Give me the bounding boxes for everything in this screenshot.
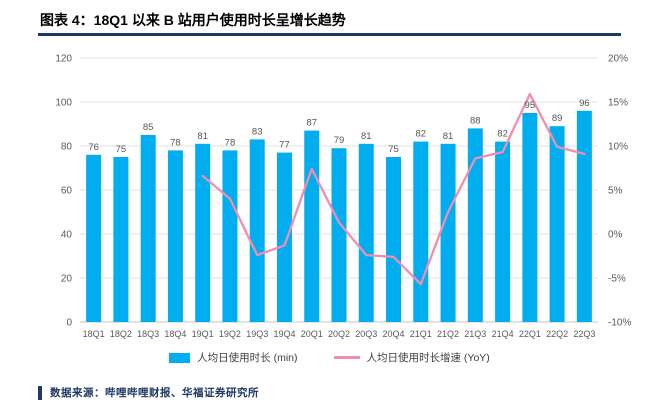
left-axis-tick: 80: [61, 142, 73, 153]
left-axis-tick: 100: [55, 98, 72, 109]
x-axis-label: 18Q2: [110, 329, 132, 339]
yoy-line: [201, 92, 586, 286]
bar-18Q3: [140, 135, 156, 322]
bar-value-label: 75: [388, 144, 399, 155]
bar-value-label: 76: [88, 142, 99, 153]
legend-item-line: 人均日使用时长增速 (YoY): [333, 350, 490, 365]
x-axis-label: 21Q4: [492, 329, 514, 339]
left-axis-tick: 20: [61, 274, 73, 285]
bar-20Q3: [358, 143, 374, 322]
right-axis-tick: 20%: [608, 54, 628, 65]
x-axis-label: 18Q3: [137, 329, 159, 339]
bar-22Q3: [576, 110, 592, 322]
bar-21Q4: [495, 141, 511, 322]
source-accent-bar: [38, 385, 42, 400]
x-axis-label: 21Q3: [464, 329, 486, 339]
x-axis-label: 20Q3: [355, 329, 377, 339]
x-axis-label: 19Q3: [246, 329, 268, 339]
bar-value-label: 79: [334, 135, 345, 146]
left-axis-tick: 40: [61, 230, 73, 241]
bar-value-label: 83: [252, 126, 263, 137]
bar-value-label: 87: [306, 118, 317, 129]
bar-value-label: 81: [197, 131, 208, 142]
bar-value-label: 96: [579, 98, 590, 109]
bar-20Q2: [331, 148, 347, 322]
legend-bar-swatch: [169, 352, 191, 363]
right-axis-tick: 15%: [608, 98, 628, 109]
chart-canvas: 0 -10% 20 -5% 40 0% 60 5% 80 10% 100 15% 120 20% 76 75 8…: [55, 54, 631, 340]
bar-18Q1: [86, 154, 102, 322]
bar-22Q2: [549, 126, 565, 322]
bar-value-label: 78: [225, 137, 236, 148]
x-axis-label: 22Q1: [519, 329, 541, 339]
bar-value-label: 95: [525, 100, 536, 111]
x-axis-label: 19Q4: [273, 329, 295, 339]
legend-item-bar: 人均日使用时长 (min): [169, 350, 298, 365]
bar-value-label: 77: [279, 140, 290, 151]
right-axis-tick: 5%: [608, 186, 623, 197]
bar-value-label: 81: [443, 131, 454, 142]
bar-19Q2: [222, 150, 238, 322]
x-axis-label: 22Q2: [546, 329, 568, 339]
x-axis-label: 18Q1: [83, 329, 105, 339]
title-divider: [38, 33, 621, 36]
right-axis-tick: -10%: [608, 318, 631, 329]
bar-18Q4: [167, 150, 183, 322]
bar-19Q4: [276, 152, 292, 322]
source-note: 数据来源：哔哩哔哩财报、华福证券研究所: [38, 385, 259, 400]
bar-21Q1: [413, 141, 429, 322]
bar-value-label: 82: [497, 129, 508, 140]
x-axis-label: 20Q1: [301, 329, 323, 339]
right-axis-tick: -5%: [608, 274, 626, 285]
left-axis-tick: 60: [61, 186, 73, 197]
x-axis-label: 19Q1: [192, 329, 214, 339]
bar-value-label: 78: [170, 137, 181, 148]
bar-18Q2: [113, 157, 129, 322]
x-axis-label: 19Q2: [219, 329, 241, 339]
x-axis-label: 21Q2: [437, 329, 459, 339]
x-axis-label: 20Q2: [328, 329, 350, 339]
bar-value-label: 85: [143, 122, 154, 133]
bar-21Q2: [440, 143, 456, 322]
bar-value-label: 81: [361, 131, 372, 142]
bar-value-label: 75: [116, 144, 127, 155]
x-axis-label: 21Q1: [410, 329, 432, 339]
source-text: 数据来源：哔哩哔哩财报、华福证券研究所: [50, 387, 259, 399]
left-axis-tick: 120: [55, 54, 72, 65]
legend-line-swatch: [333, 356, 360, 359]
bar-value-label: 88: [470, 115, 481, 126]
x-axis-label: 20Q4: [383, 329, 405, 339]
bar-value-label: 89: [552, 113, 563, 124]
chart-legend: 人均日使用时长 (min) 人均日使用时长增速 (YoY): [0, 350, 659, 365]
legend-bar-label: 人均日使用时长 (min): [197, 352, 298, 364]
bar-value-label: 82: [416, 129, 427, 140]
legend-line-label: 人均日使用时长增速 (YoY): [366, 352, 490, 364]
bar-20Q4: [386, 157, 402, 322]
left-axis-tick: 0: [66, 318, 72, 329]
right-axis-tick: 10%: [608, 142, 628, 153]
bar-22Q1: [522, 113, 538, 322]
chart-title: 图表 4：18Q1 以来 B 站用户使用时长呈增长趋势: [40, 12, 346, 28]
x-axis-label: 22Q3: [573, 329, 595, 339]
bar-19Q3: [249, 139, 265, 322]
right-axis-tick: 0%: [608, 230, 623, 241]
bar-19Q1: [195, 143, 211, 322]
x-axis-label: 18Q4: [164, 329, 186, 339]
bar-21Q3: [467, 128, 483, 322]
bar-20Q1: [304, 130, 320, 322]
